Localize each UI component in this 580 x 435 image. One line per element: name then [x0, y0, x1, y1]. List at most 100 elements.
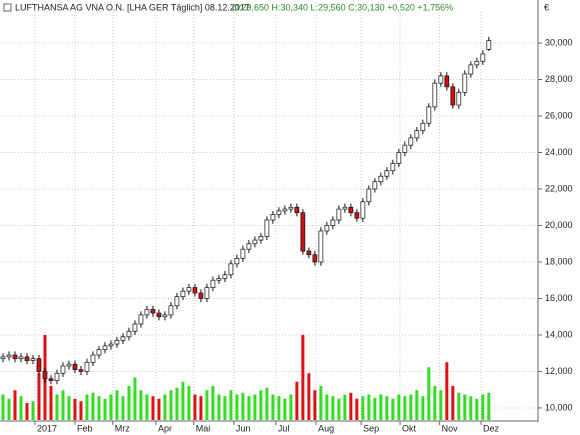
x-tick-label: Jul [278, 423, 290, 433]
candle-body [78, 369, 84, 372]
volume-bar [391, 398, 395, 420]
volume-bar [415, 390, 419, 420]
volume-bar [451, 386, 455, 420]
candle-body [462, 73, 468, 93]
candle-body [438, 75, 444, 84]
x-tick-label: Feb [77, 423, 93, 433]
x-tick-label: 2017 [37, 423, 57, 433]
y-tick-label: 28,000 [545, 74, 573, 84]
candle-body [336, 208, 342, 221]
candle-body [60, 365, 66, 374]
candle-body [486, 40, 492, 50]
candle-body [360, 201, 366, 219]
volume-bar [409, 394, 413, 420]
volume-bar [439, 390, 443, 420]
volume-bar [427, 367, 431, 420]
y-tick-label: 14,000 [545, 329, 573, 339]
candle-body [150, 309, 156, 314]
volume-bar [235, 394, 239, 420]
candle-body [324, 225, 330, 232]
volume-bar [277, 396, 281, 420]
candle-body [72, 363, 78, 370]
candle-body [144, 309, 150, 316]
candle-body [402, 144, 408, 153]
y-tick-label: 10,000 [545, 402, 573, 412]
volume-bar [265, 387, 269, 420]
candle-body [12, 354, 18, 360]
candle-body [372, 181, 378, 190]
candle-body [96, 349, 102, 356]
x-tick-label: Sep [363, 423, 379, 433]
candle-body [216, 278, 222, 281]
volume-bar [223, 396, 227, 420]
candle-body [192, 287, 198, 294]
volume-bar [61, 390, 65, 420]
volume-bar [379, 394, 383, 420]
x-tick-label: Mai [196, 423, 211, 433]
candle-body [414, 130, 420, 139]
chart-title: LUFTHANSA AG VNA O.N. [LHA GER Täglich] … [15, 2, 250, 12]
candle-body [294, 206, 300, 214]
volume-bar [157, 398, 161, 420]
candle-body [54, 372, 60, 381]
volume-bar [397, 394, 401, 420]
volume-bar [349, 392, 353, 420]
volume-bar [73, 398, 77, 420]
candle-body [210, 279, 216, 288]
volume-bar [295, 381, 299, 420]
volume-bar [373, 397, 377, 420]
volume-bar [385, 396, 389, 420]
candle-body [378, 175, 384, 183]
volume-bar [193, 394, 197, 420]
volume-bar [133, 377, 137, 420]
x-tick-label: Dez [483, 423, 500, 433]
candle-body [354, 212, 360, 219]
volume-bar [175, 387, 179, 420]
candle-body [102, 345, 108, 350]
y-tick-label: 18,000 [545, 256, 573, 266]
candle-body [42, 371, 48, 380]
candle-body [36, 358, 42, 372]
volume-bar [343, 394, 347, 420]
volume-bar [289, 394, 293, 420]
volume-bar [169, 390, 173, 420]
volume-bar [55, 394, 59, 420]
volume-bar [475, 398, 479, 420]
candle-body [18, 356, 24, 360]
volume-bar [253, 394, 257, 420]
candle-body [132, 323, 138, 332]
candle-body [288, 206, 294, 210]
volume-bar [445, 362, 449, 420]
volume-bar [13, 390, 17, 420]
candle-body [258, 236, 264, 241]
candle-body [168, 305, 174, 316]
candle-body [264, 219, 270, 237]
y-tick-label: 26,000 [545, 110, 573, 120]
candle-body [408, 137, 414, 146]
volume-bar [7, 398, 11, 420]
volume-bar [19, 396, 23, 420]
volume-bar [97, 396, 101, 420]
menu-icon[interactable] [3, 3, 12, 12]
volume-bar [421, 396, 425, 420]
candle-body [84, 361, 90, 372]
candle-body [306, 250, 312, 256]
volume-bar [247, 396, 251, 420]
volume-bar [361, 396, 365, 420]
candle-body [66, 363, 72, 367]
volume-bar [367, 394, 371, 420]
volume-bar [217, 394, 221, 420]
volume-bar [49, 386, 53, 420]
candle-body [180, 290, 186, 298]
volume-bar [79, 401, 83, 420]
candle-body [456, 91, 462, 106]
volume-bar [283, 398, 287, 420]
candle-body [282, 208, 288, 212]
candle-body [468, 64, 474, 75]
volume-bar [103, 398, 107, 420]
volume-bar [91, 392, 95, 420]
volume-bar [481, 394, 485, 420]
volume-bar [127, 386, 131, 420]
x-tick-label: Mrz [115, 423, 130, 433]
